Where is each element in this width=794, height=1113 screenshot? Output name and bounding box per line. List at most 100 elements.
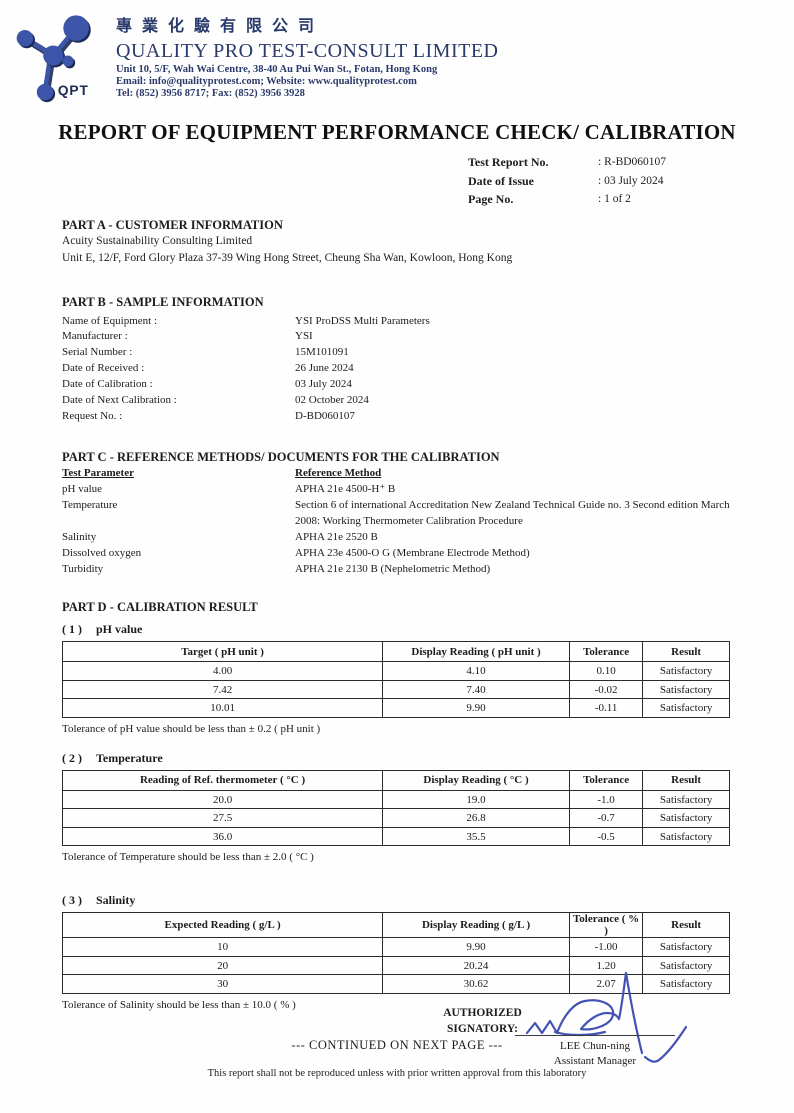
date-received-value: 26 June 2024: [295, 362, 354, 375]
cell-result: Satisfactory: [642, 974, 730, 994]
company-tel-fax: Tel: (852) 3956 8717; Fax: (852) 3956 39…: [116, 88, 305, 99]
authorized-label-line: AUTHORIZED: [443, 1007, 522, 1019]
param-dissolved-oxygen: Dissolved oxygen: [62, 547, 142, 560]
sample-info-row: Name of Equipment : YSI ProDSS Multi Par…: [62, 314, 730, 330]
cell-tolerance: -0.11: [568, 698, 644, 718]
part-d-section: PART D - CALIBRATION RESULT ( 1 ) pH valu…: [61, 599, 730, 1012]
param-turbidity: Turbidity: [62, 563, 104, 576]
equipment-name-value: YSI ProDSS Multi Parameters: [295, 314, 430, 327]
cell-tolerance: -0.5: [568, 826, 644, 847]
part-b-section: PART B - SAMPLE INFORMATION Name of Equi…: [62, 294, 730, 425]
report-info-row: Test Report No. : R-BD060107: [468, 153, 794, 172]
cell-display: 9.90: [382, 698, 570, 718]
table-row: 4.00 4.10 0.10 Satisfactory: [61, 661, 730, 681]
test-report-no-value: : R-BD060107: [598, 156, 667, 168]
ph-table-number: ( 1 ): [62, 622, 82, 637]
cell-result: Satisfactory: [642, 698, 730, 718]
cell-display: 7.40: [382, 679, 570, 700]
cell-expected: 10: [61, 937, 384, 957]
salinity-table-number: ( 3 ): [62, 893, 82, 908]
method-salinity: APHA 21e 2520 B: [295, 531, 378, 544]
cell-display: 26.8: [382, 808, 570, 828]
qpt-molecule-logo-icon: QPT: [16, 15, 91, 103]
company-header-text: 專業化驗有限公司 QUALITY PRO TEST-CONSULT LIMITE…: [116, 8, 499, 106]
table-row: 10 9.90 -1.00 Satisfactory: [61, 937, 730, 957]
reference-row: pH value APHA 21e 4500-H⁺ B: [62, 481, 730, 497]
report-info: Test Report No. : R-BD060107 Date of Iss…: [468, 153, 794, 209]
report-info-row: Date of Issue : 03 July 2024: [468, 172, 794, 191]
test-parameter-column-header: Test Parameter: [62, 466, 134, 479]
company-name-chinese: 專業化驗有限公司: [116, 18, 325, 35]
table-header-row: Expected Reading ( g/L ) Display Reading…: [61, 912, 730, 939]
cell-expected: 30: [61, 974, 384, 994]
col-target: Target ( pH unit ): [61, 641, 384, 663]
cell-target: 10.01: [61, 698, 384, 718]
report-title: REPORT OF EQUIPMENT PERFORMANCE CHECK/ C…: [58, 120, 736, 144]
cell-result: Satisfactory: [642, 789, 730, 810]
company-email-website: Email: info@qualityprotest.com; Website:…: [116, 76, 417, 87]
reference-row: Turbidity APHA 21e 2130 B (Nephelometric…: [62, 561, 730, 577]
salinity-calibration-table: Expected Reading ( g/L ) Display Reading…: [61, 912, 730, 994]
company-name-english: QUALITY PRO TEST-CONSULT LIMITED: [116, 40, 499, 62]
signatory-label-line: SIGNATORY:: [447, 1023, 518, 1035]
ph-calibration-table: Target ( pH unit ) Display Reading ( pH …: [61, 641, 730, 718]
cell-display: 30.62: [382, 974, 570, 994]
cell-display: 19.0: [382, 789, 570, 810]
part-c-heading: PART C - REFERENCE METHODS/ DOCUMENTS FO…: [62, 449, 500, 464]
col-result: Result: [642, 769, 730, 791]
col-tolerance: Tolerance: [568, 641, 644, 663]
col-display-reading: Display Reading ( °C ): [382, 769, 570, 791]
method-temperature: Section 6 of international Accreditation…: [295, 499, 730, 528]
salinity-tolerance-note: Tolerance of Salinity should be less tha…: [62, 998, 296, 1011]
col-tolerance: Tolerance: [568, 769, 644, 791]
date-of-issue-value: : 03 July 2024: [598, 174, 664, 187]
customer-address: Unit E, 12/F, Ford Glory Plaza 37-39 Win…: [62, 252, 513, 264]
cell-tolerance: -0.7: [568, 808, 644, 828]
authorized-signatory-label: AUTHORIZED SIGNATORY:: [430, 1005, 535, 1037]
param-salinity: Salinity: [62, 531, 97, 544]
table-row: 10.01 9.90 -0.11 Satisfactory: [61, 698, 730, 718]
table-header-row: Reading of Ref. thermometer ( °C ) Displ…: [61, 769, 730, 791]
col-ref-thermometer: Reading of Ref. thermometer ( °C ): [61, 769, 384, 791]
col-display-reading: Display Reading ( pH unit ): [382, 641, 570, 663]
cell-target: 7.42: [61, 679, 384, 700]
method-ph: APHA 21e 4500-H⁺ B: [295, 483, 396, 496]
sample-info-row: Serial Number : 15M101091: [62, 345, 730, 361]
col-expected-reading: Expected Reading ( g/L ): [61, 912, 384, 939]
sample-info-row: Manufacturer : YSI: [62, 329, 730, 345]
part-a-section: PART A - CUSTOMER INFORMATION Acuity Sus…: [62, 217, 730, 268]
cell-result: Satisfactory: [642, 661, 730, 681]
param-ph: pH value: [62, 483, 103, 496]
date-calibration-label: Date of Calibration :: [62, 378, 153, 391]
customer-name: Acuity Sustainability Consulting Limited: [62, 234, 253, 247]
cell-result: Satisfactory: [642, 955, 730, 976]
report-info-row: Page No. : 1 of 2: [468, 190, 794, 209]
col-result: Result: [642, 912, 730, 939]
sample-info-row: Date of Received : 26 June 2024: [62, 361, 730, 377]
manufacturer-value: YSI: [295, 330, 313, 343]
part-c-section: PART C - REFERENCE METHODS/ DOCUMENTS FO…: [62, 449, 730, 578]
part-d-heading: PART D - CALIBRATION RESULT: [62, 600, 258, 615]
col-tolerance: Tolerance ( % ): [568, 912, 644, 939]
test-report-no-label: Test Report No.: [468, 155, 549, 169]
cell-tolerance: -0.02: [568, 679, 644, 700]
logo-qpt-text: QPT: [58, 83, 89, 98]
ph-table-subheading: ( 1 ) pH value: [62, 621, 730, 637]
ph-table-title: pH value: [96, 622, 143, 637]
temperature-tolerance-note: Tolerance of Temperature should be less …: [62, 851, 314, 864]
signature-area: AUTHORIZED SIGNATORY: LEE Chun-ning Assi…: [430, 965, 770, 1085]
equipment-name-label: Name of Equipment :: [62, 314, 158, 327]
page-no-value: : 1 of 2: [598, 193, 631, 205]
date-calibration-value: 03 July 2024: [295, 378, 352, 391]
cell-result: Satisfactory: [642, 808, 730, 828]
part-b-heading: PART B - SAMPLE INFORMATION: [62, 294, 264, 309]
page-no-label: Page No.: [468, 192, 514, 206]
signatory-name: LEE Chun-ning: [560, 1040, 630, 1052]
sample-info-row: Request No. : D-BD060107: [62, 409, 730, 425]
serial-number-label: Serial Number :: [62, 346, 133, 359]
request-no-label: Request No. :: [62, 409, 123, 422]
col-result: Result: [642, 641, 730, 663]
method-dissolved-oxygen: APHA 23e 4500-O G (Membrane Electrode Me…: [295, 547, 530, 560]
cell-result: Satisfactory: [642, 679, 730, 700]
